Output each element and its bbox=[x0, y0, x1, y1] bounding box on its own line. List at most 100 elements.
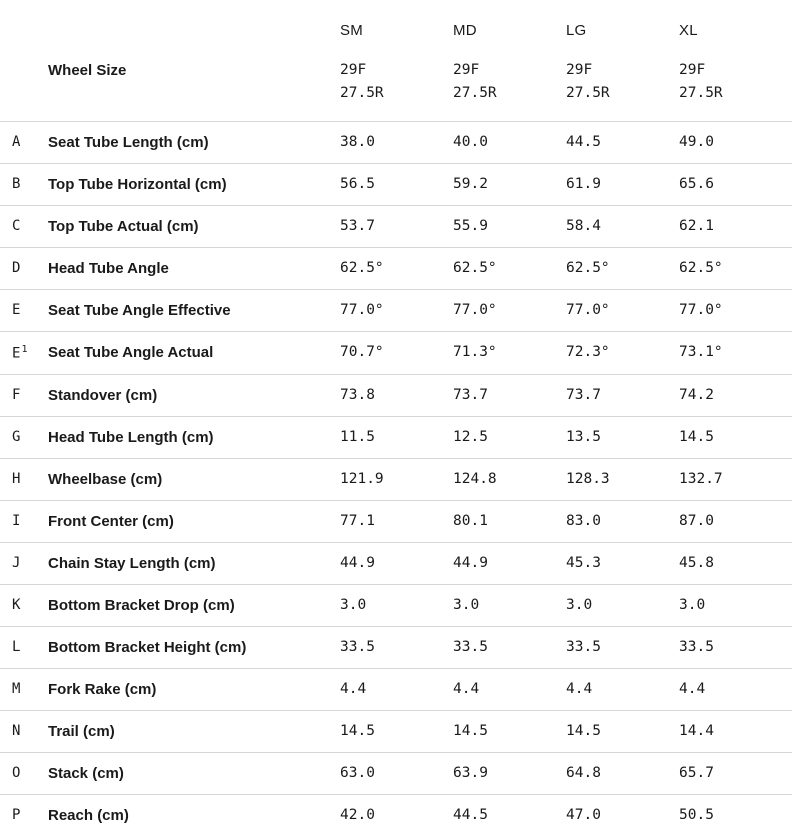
row-value: 77.0° bbox=[679, 290, 792, 332]
row-value: 3.0 bbox=[340, 585, 453, 627]
row-name: Seat Tube Angle Actual bbox=[48, 332, 340, 375]
row-value: 132.7 bbox=[679, 459, 792, 501]
row-value: 73.7 bbox=[453, 375, 566, 417]
table-row: JChain Stay Length (cm)44.944.945.345.8 bbox=[0, 543, 792, 585]
row-value: 11.5 bbox=[340, 417, 453, 459]
table-row: ESeat Tube Angle Effective77.0°77.0°77.0… bbox=[0, 290, 792, 332]
row-value: 77.0° bbox=[453, 290, 566, 332]
wheel-size-label: Wheel Size bbox=[48, 53, 340, 122]
table-row: HWheelbase (cm)121.9124.8128.3132.7 bbox=[0, 459, 792, 501]
table-row: E1Seat Tube Angle Actual70.7°71.3°72.3°7… bbox=[0, 332, 792, 375]
row-value: 14.5 bbox=[453, 711, 566, 753]
row-value: 70.7° bbox=[340, 332, 453, 375]
row-name: Seat Tube Angle Effective bbox=[48, 290, 340, 332]
row-key: G bbox=[0, 417, 48, 459]
row-key: H bbox=[0, 459, 48, 501]
geometry-table: SM MD LG XL Wheel Size 29F 27.5R 29F 27.… bbox=[0, 0, 792, 836]
row-value: 80.1 bbox=[453, 501, 566, 543]
table-row: MFork Rake (cm)4.44.44.44.4 bbox=[0, 669, 792, 711]
table-row: DHead Tube Angle62.5°62.5°62.5°62.5° bbox=[0, 248, 792, 290]
row-value: 47.0 bbox=[566, 795, 679, 836]
row-value: 33.5 bbox=[453, 627, 566, 669]
row-value: 33.5 bbox=[679, 627, 792, 669]
row-value: 62.5° bbox=[340, 248, 453, 290]
row-value: 50.5 bbox=[679, 795, 792, 836]
row-value: 13.5 bbox=[566, 417, 679, 459]
row-value: 124.8 bbox=[453, 459, 566, 501]
row-value: 63.9 bbox=[453, 753, 566, 795]
row-value: 77.1 bbox=[340, 501, 453, 543]
row-value: 74.2 bbox=[679, 375, 792, 417]
table-row: BTop Tube Horizontal (cm)56.559.261.965.… bbox=[0, 164, 792, 206]
row-value: 59.2 bbox=[453, 164, 566, 206]
row-name: Reach (cm) bbox=[48, 795, 340, 836]
row-value: 14.5 bbox=[566, 711, 679, 753]
row-name: Bottom Bracket Height (cm) bbox=[48, 627, 340, 669]
row-value: 40.0 bbox=[453, 122, 566, 164]
row-value: 3.0 bbox=[679, 585, 792, 627]
row-key: I bbox=[0, 501, 48, 543]
row-value: 77.0° bbox=[566, 290, 679, 332]
row-key: N bbox=[0, 711, 48, 753]
row-value: 4.4 bbox=[679, 669, 792, 711]
row-value: 72.3° bbox=[566, 332, 679, 375]
row-value: 87.0 bbox=[679, 501, 792, 543]
row-value: 83.0 bbox=[566, 501, 679, 543]
row-name: Fork Rake (cm) bbox=[48, 669, 340, 711]
row-value: 62.5° bbox=[566, 248, 679, 290]
row-value: 73.8 bbox=[340, 375, 453, 417]
wheel-size-row: Wheel Size 29F 27.5R 29F 27.5R 29F 27.5R… bbox=[0, 53, 792, 122]
row-key: K bbox=[0, 585, 48, 627]
row-key: L bbox=[0, 627, 48, 669]
row-value: 3.0 bbox=[566, 585, 679, 627]
row-name: Head Tube Length (cm) bbox=[48, 417, 340, 459]
table-row: NTrail (cm)14.514.514.514.4 bbox=[0, 711, 792, 753]
row-name: Chain Stay Length (cm) bbox=[48, 543, 340, 585]
row-key: M bbox=[0, 669, 48, 711]
row-value: 128.3 bbox=[566, 459, 679, 501]
wheel-size-value: 29F 27.5R bbox=[340, 53, 453, 122]
row-value: 62.1 bbox=[679, 206, 792, 248]
size-col-header: LG bbox=[566, 0, 679, 53]
row-key: C bbox=[0, 206, 48, 248]
row-value: 45.3 bbox=[566, 543, 679, 585]
row-key: F bbox=[0, 375, 48, 417]
wheel-size-value: 29F 27.5R bbox=[679, 53, 792, 122]
row-key: O bbox=[0, 753, 48, 795]
table-row: ASeat Tube Length (cm)38.040.044.549.0 bbox=[0, 122, 792, 164]
row-name: Front Center (cm) bbox=[48, 501, 340, 543]
row-value: 14.4 bbox=[679, 711, 792, 753]
row-value: 14.5 bbox=[340, 711, 453, 753]
wheel-size-value: 29F 27.5R bbox=[566, 53, 679, 122]
row-value: 58.4 bbox=[566, 206, 679, 248]
size-col-header: XL bbox=[679, 0, 792, 53]
row-name: Trail (cm) bbox=[48, 711, 340, 753]
row-value: 65.6 bbox=[679, 164, 792, 206]
row-key: E bbox=[0, 290, 48, 332]
row-value: 63.0 bbox=[340, 753, 453, 795]
row-value: 33.5 bbox=[566, 627, 679, 669]
row-value: 121.9 bbox=[340, 459, 453, 501]
row-key: E1 bbox=[0, 332, 48, 375]
row-value: 64.8 bbox=[566, 753, 679, 795]
row-value: 49.0 bbox=[679, 122, 792, 164]
row-value: 71.3° bbox=[453, 332, 566, 375]
wheel-size-value: 29F 27.5R bbox=[453, 53, 566, 122]
table-row: OStack (cm)63.063.964.865.7 bbox=[0, 753, 792, 795]
row-value: 12.5 bbox=[453, 417, 566, 459]
row-value: 14.5 bbox=[679, 417, 792, 459]
row-name: Wheelbase (cm) bbox=[48, 459, 340, 501]
row-value: 44.5 bbox=[566, 122, 679, 164]
row-key: D bbox=[0, 248, 48, 290]
row-name: Standover (cm) bbox=[48, 375, 340, 417]
table-row: CTop Tube Actual (cm)53.755.958.462.1 bbox=[0, 206, 792, 248]
row-value: 73.7 bbox=[566, 375, 679, 417]
table-row: GHead Tube Length (cm)11.512.513.514.5 bbox=[0, 417, 792, 459]
row-name: Top Tube Actual (cm) bbox=[48, 206, 340, 248]
row-name: Top Tube Horizontal (cm) bbox=[48, 164, 340, 206]
size-col-header: MD bbox=[453, 0, 566, 53]
row-name: Bottom Bracket Drop (cm) bbox=[48, 585, 340, 627]
table-row: KBottom Bracket Drop (cm)3.03.03.03.0 bbox=[0, 585, 792, 627]
row-value: 61.9 bbox=[566, 164, 679, 206]
row-name: Seat Tube Length (cm) bbox=[48, 122, 340, 164]
